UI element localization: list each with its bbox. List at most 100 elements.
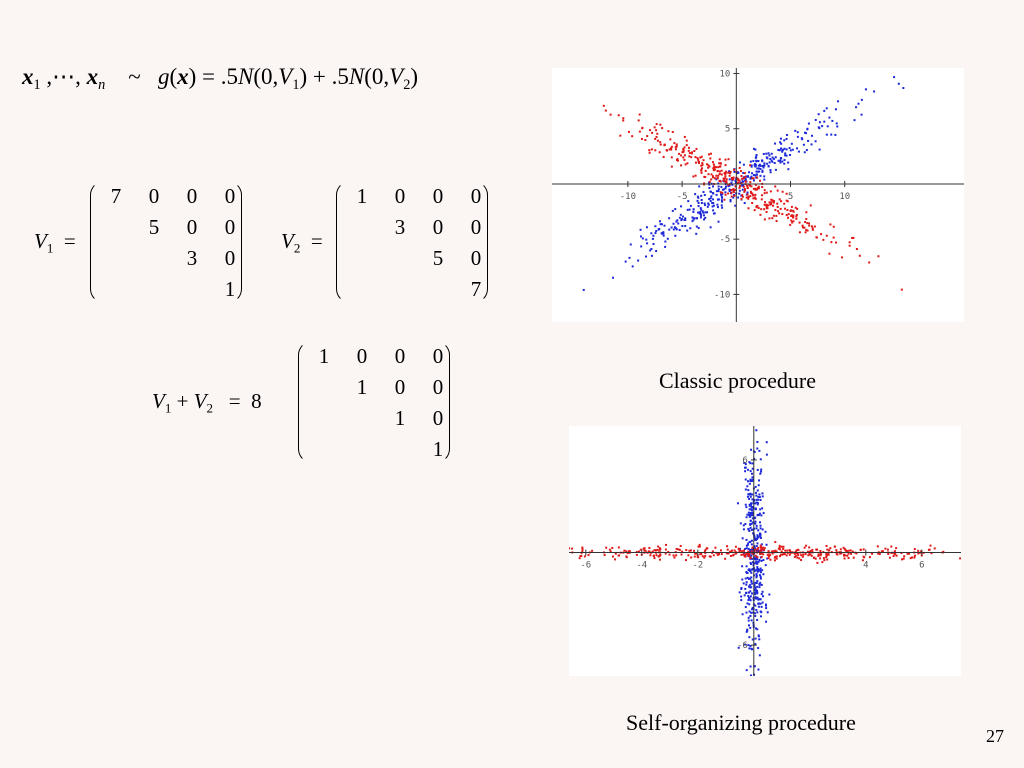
blue-point: [745, 571, 748, 574]
blue-point: [757, 567, 760, 570]
red-point: [643, 547, 646, 550]
blue-point: [834, 108, 837, 111]
blue-point: [710, 195, 713, 198]
red-point: [841, 256, 844, 259]
normal-2-args: (0,: [364, 64, 390, 89]
sum-plus: +: [176, 389, 189, 413]
blue-point: [753, 569, 756, 572]
red-point: [691, 151, 694, 154]
red-point: [749, 190, 752, 193]
red-point: [724, 180, 727, 183]
left-paren: [298, 341, 313, 463]
blue-point: [748, 482, 751, 485]
blue-point: [748, 461, 751, 464]
blue-point: [787, 168, 790, 171]
blue-point: [754, 491, 757, 494]
red-point: [821, 561, 824, 564]
red-point: [732, 191, 735, 194]
blue-point: [818, 121, 821, 124]
blue-point: [785, 148, 788, 151]
blue-point: [758, 479, 761, 482]
blue-point: [758, 512, 761, 515]
red-point: [843, 553, 846, 556]
red-point: [654, 549, 657, 552]
red-point: [694, 156, 697, 159]
red-point: [786, 209, 789, 212]
red-point: [625, 555, 628, 558]
y-tick-label: 5: [725, 125, 730, 135]
blue-point: [780, 147, 783, 150]
red-point: [781, 190, 784, 193]
blue-point: [897, 82, 900, 85]
red-point: [662, 155, 665, 158]
matrix-cell: 7: [470, 277, 482, 301]
red-point: [689, 549, 692, 552]
blue-point: [796, 147, 799, 150]
blue-point: [748, 597, 751, 600]
red-point: [913, 554, 916, 557]
normal-1-close: ): [299, 64, 308, 89]
blue-point: [640, 245, 643, 248]
blue-point: [698, 185, 701, 188]
red-point: [707, 164, 710, 167]
red-point: [683, 154, 686, 157]
red-point: [771, 552, 774, 555]
blue-point: [708, 198, 711, 201]
x-tick-label: -10: [620, 192, 636, 202]
blue-point: [759, 533, 762, 536]
red-point: [635, 550, 638, 553]
blue-point: [757, 635, 760, 638]
v1-subscript: 1: [292, 76, 300, 93]
blue-point: [783, 139, 786, 142]
red-point: [849, 549, 852, 552]
red-point: [825, 553, 828, 556]
blue-point: [704, 211, 707, 214]
red-point: [887, 552, 890, 555]
matrix-cell: 0: [394, 375, 406, 399]
red-point: [917, 549, 920, 552]
blue-point: [692, 210, 695, 213]
matrix-cell: 0: [470, 246, 482, 270]
blue-point: [806, 128, 809, 131]
red-point: [769, 558, 772, 561]
blue-point: [744, 463, 747, 466]
matrix-cell: 0: [186, 184, 198, 208]
red-point: [656, 139, 659, 142]
blue-point: [873, 90, 876, 93]
red-point: [816, 561, 819, 564]
blue-point: [654, 232, 657, 235]
red-point: [785, 554, 788, 557]
red-point: [668, 553, 671, 556]
red-point: [617, 554, 620, 557]
blue-point: [707, 202, 710, 205]
blue-point: [751, 557, 754, 560]
red-point: [806, 550, 809, 553]
red-point: [730, 195, 733, 198]
blue-point: [679, 213, 682, 216]
red-point: [743, 555, 746, 558]
red-point: [748, 553, 751, 556]
blue-point: [582, 288, 585, 291]
red-point: [791, 221, 794, 224]
matrix-cell: 1: [394, 406, 406, 430]
blue-point: [755, 176, 758, 179]
blue-point: [749, 583, 752, 586]
red-point: [653, 126, 656, 129]
red-point: [725, 182, 728, 185]
red-point: [828, 549, 831, 552]
red-point: [803, 546, 806, 549]
blue-point: [686, 208, 689, 211]
red-point: [787, 213, 790, 216]
blue-point: [755, 609, 758, 612]
blue-point: [724, 187, 727, 190]
blue-point: [758, 638, 761, 641]
red-point: [750, 192, 753, 195]
v2-matrix: 1 0 0 0 3 0 0 5 0 7: [336, 181, 488, 303]
red-point: [893, 553, 896, 556]
blue-point: [781, 150, 784, 153]
red-point: [710, 178, 713, 181]
red-point: [772, 201, 775, 204]
red-point: [930, 552, 933, 555]
red-point: [775, 555, 778, 558]
blue-point: [670, 226, 673, 229]
